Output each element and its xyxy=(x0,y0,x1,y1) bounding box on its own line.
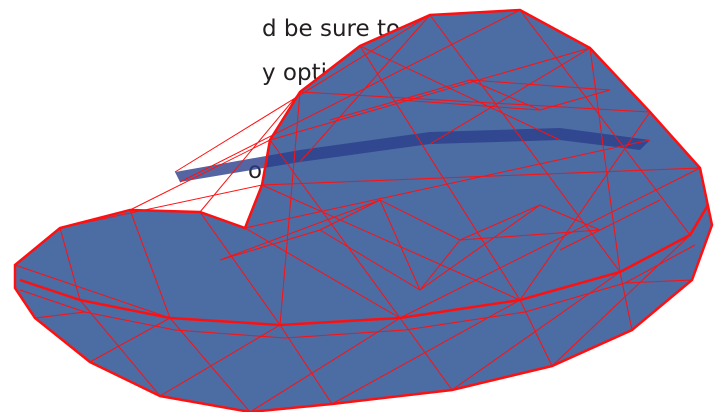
mesh-wireframe xyxy=(14,9,701,412)
mesh-band xyxy=(175,128,650,182)
mesh-body xyxy=(15,10,712,412)
mesh xyxy=(13,8,714,412)
mesh-outline xyxy=(13,8,714,412)
mesh-rim xyxy=(19,244,696,339)
